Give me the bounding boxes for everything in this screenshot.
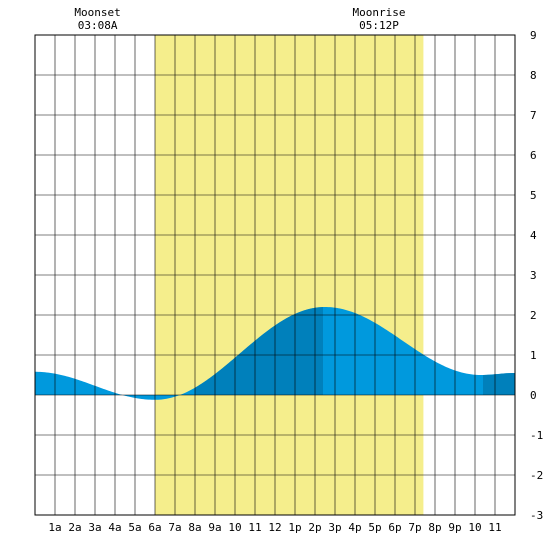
x-tick-label: 12 <box>268 521 281 534</box>
x-tick-label: 3p <box>328 521 341 534</box>
x-tick-label: 11 <box>248 521 261 534</box>
x-tick-label: 1a <box>48 521 61 534</box>
x-tick-label: 7p <box>408 521 421 534</box>
y-tick-label: 4 <box>530 229 537 242</box>
x-tick-labels: 1a 2a 3a 4a 5a 6a 7a 8a 9a 10 11 12 1p 2p 3p 4p 5p 6p 7p 8p… <box>48 521 501 534</box>
x-tick-label: 4a <box>108 521 121 534</box>
x-tick-label: 4p <box>348 521 361 534</box>
y-tick-label: -2 <box>530 469 543 482</box>
plot-frame <box>34 34 516 516</box>
x-tick-label: 3a <box>88 521 101 534</box>
x-tick-label: 7a <box>168 521 181 534</box>
y-tick-label: 3 <box>530 269 537 282</box>
x-tick-label: 9p <box>448 521 461 534</box>
x-tick-label: 10 <box>228 521 241 534</box>
x-tick-label: 8a <box>188 521 201 534</box>
x-tick-label: 10 <box>468 521 481 534</box>
tide-highlight-band-2 <box>483 373 515 395</box>
moon-event-time: 03:08A <box>78 19 118 32</box>
y-tick-label: 6 <box>530 149 537 162</box>
y-tick-label: -1 <box>530 429 543 442</box>
y-tick-label: 2 <box>530 309 537 322</box>
x-tick-label: 6p <box>388 521 401 534</box>
x-tick-label: 6a <box>148 521 161 534</box>
x-tick-label: 1p <box>288 521 301 534</box>
y-tick-label: 0 <box>530 389 537 402</box>
x-tick-label: 8p <box>428 521 441 534</box>
x-tick-label: 5a <box>128 521 141 534</box>
y-tick-label: 8 <box>530 69 537 82</box>
grid-layer <box>34 34 516 516</box>
moon-event-label: Moonset <box>74 6 120 19</box>
moon-event-label: Moonrise <box>353 6 406 19</box>
moon-event-time: 05:12P <box>359 19 399 32</box>
y-tick-label: 9 <box>530 29 537 42</box>
y-tick-labels: -3 -2 -1 0 1 2 3 4 5 6 7 8 9 <box>530 29 543 522</box>
x-tick-label: 2p <box>308 521 321 534</box>
y-tick-label: 1 <box>530 349 537 362</box>
y-tick-label: 7 <box>530 109 537 122</box>
x-tick-label: 2a <box>68 521 81 534</box>
x-tick-label: 9a <box>208 521 221 534</box>
y-tick-label: 5 <box>530 189 537 202</box>
tide-highlight-band-1 <box>195 307 323 395</box>
y-tick-label: -3 <box>530 509 543 522</box>
x-tick-label: 5p <box>368 521 381 534</box>
x-tick-label: 11 <box>488 521 501 534</box>
